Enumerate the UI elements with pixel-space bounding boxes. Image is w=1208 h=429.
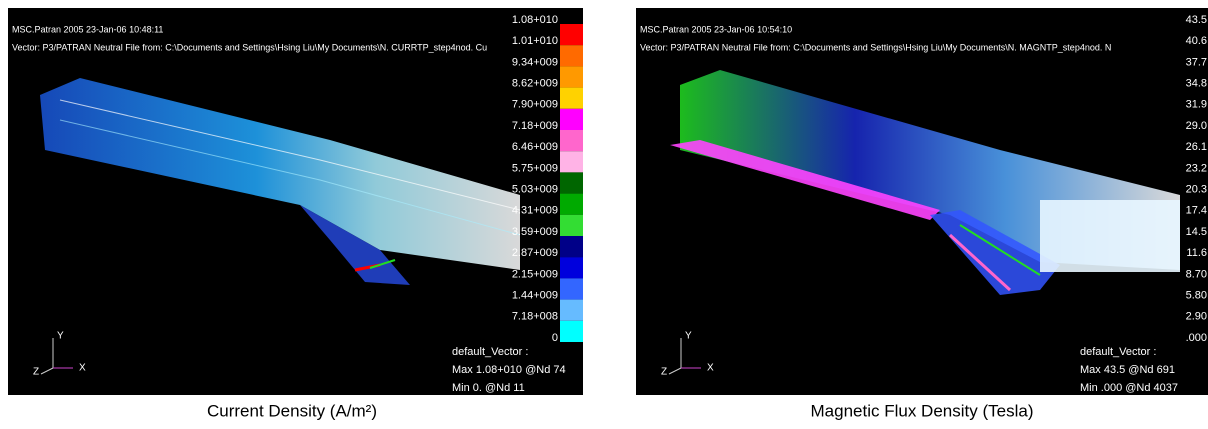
axis-label: X (707, 363, 714, 374)
legend-line: default_Vector : (452, 346, 528, 358)
header-line: Vector: P3/PATRAN Neutral File from: C:\… (640, 42, 1111, 52)
axis-label: Y (685, 331, 692, 342)
scale-label: 7.18+009 (512, 120, 558, 132)
scale-swatch (560, 45, 584, 66)
header-line: MSC.Patran 2005 23-Jan-06 10:54:10 (640, 24, 792, 34)
scale-label: 43.5 (1186, 14, 1207, 26)
scale-label: 7.90+009 (512, 99, 558, 111)
scale-swatch (560, 172, 584, 193)
header-line: MSC.Patran 2005 23-Jan-06 10:48:11 (12, 24, 163, 34)
scale-label: 1.01+010 (512, 35, 558, 47)
scale-label: 11.6 (1186, 247, 1207, 259)
scale-label: 8.62+009 (512, 78, 558, 90)
scale-label: 3.59+009 (512, 226, 558, 238)
legend-line: Min .000 @Nd 4037 (1080, 382, 1178, 394)
scale-label: 5.03+009 (512, 184, 558, 196)
caption: Magnetic Flux Density (Tesla) (811, 401, 1034, 420)
legend-line: Max 43.5 @Nd 691 (1080, 364, 1175, 376)
scale-label: 5.80 (1186, 290, 1207, 302)
scale-swatch (560, 194, 584, 215)
scale-swatch (560, 215, 584, 236)
scale-label: 7.18+008 (512, 311, 558, 323)
axis-label: Y (57, 331, 64, 342)
header-line: Vector: P3/PATRAN Neutral File from: C:\… (12, 42, 487, 52)
scale-swatch (560, 151, 584, 172)
scale-label: 17.4 (1186, 205, 1207, 217)
axis-label: Z (661, 367, 667, 378)
legend-line: default_Vector : (1080, 346, 1156, 358)
axis-label: Z (33, 367, 39, 378)
scale-swatch (560, 278, 584, 299)
scale-label: 5.75+009 (512, 162, 558, 174)
scale-label: 2.15+009 (512, 268, 558, 280)
scale-label: .000 (1186, 332, 1207, 344)
scale-label: 14.5 (1186, 226, 1207, 238)
scale-label: 29.0 (1186, 120, 1207, 132)
legend-line: Max 1.08+010 @Nd 74 (452, 364, 566, 376)
scale-swatch (560, 130, 584, 151)
scale-label: 26.1 (1186, 141, 1207, 153)
scale-label: 23.2 (1186, 162, 1207, 174)
scale-swatch (560, 236, 584, 257)
scale-label: 20.3 (1186, 184, 1207, 196)
scale-label: 31.9 (1186, 99, 1207, 111)
scale-swatch (560, 300, 584, 321)
figure: MSC.Patran 2005 23-Jan-06 10:48:11 Vector… (0, 0, 1208, 429)
scale-label: 6.46+009 (512, 141, 558, 153)
caption: Current Density (A/m²) (207, 401, 377, 420)
scale-swatch (560, 24, 584, 45)
scale-swatch (560, 66, 584, 87)
scale-label: 0 (552, 332, 558, 344)
legend-line: Min 0. @Nd 11 (452, 382, 525, 394)
scale-label: 4.31+009 (512, 205, 558, 217)
scale-label: 1.08+010 (512, 14, 558, 26)
scale-label: 2.87+009 (512, 247, 558, 259)
scale-label: 9.34+009 (512, 56, 558, 68)
scale-label: 37.7 (1186, 56, 1207, 68)
scale-label: 2.90 (1186, 311, 1207, 323)
scale-label: 34.8 (1186, 78, 1207, 90)
scale-label: 40.6 (1186, 35, 1207, 47)
scale-swatch (560, 88, 584, 109)
scale-swatch (560, 321, 584, 342)
axis-label: X (79, 363, 86, 374)
scale-swatch (560, 257, 584, 278)
scale-label: 1.44+009 (512, 290, 558, 302)
scale-label: 8.70 (1186, 268, 1207, 280)
scale-swatch (560, 109, 584, 130)
